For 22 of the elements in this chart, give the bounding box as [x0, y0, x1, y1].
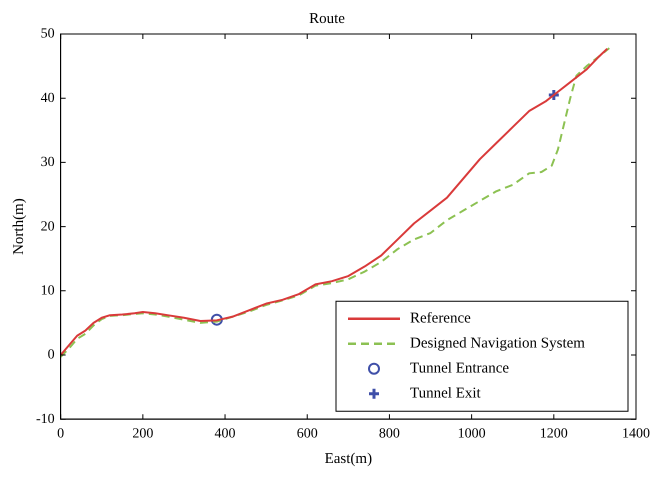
- x-tick-label: 200: [132, 426, 154, 442]
- x-axis-title: East(m): [324, 450, 372, 467]
- x-tick-label: 1200: [540, 426, 568, 442]
- y-tick-label: 20: [40, 219, 55, 234]
- y-tick-label: 0: [48, 348, 55, 363]
- legend-label: Reference: [410, 310, 472, 327]
- legend-label: Tunnel Entrance: [410, 360, 510, 377]
- y-tick-label: 40: [40, 90, 55, 106]
- chart-title: Route: [309, 10, 346, 27]
- legend-label: Tunnel Exit: [410, 386, 482, 402]
- x-tick-label: 1400: [622, 426, 650, 442]
- y-tick-label: -10: [36, 412, 55, 427]
- y-tick-label: 30: [40, 155, 55, 170]
- y-axis-title: North(m): [10, 198, 27, 255]
- x-tick-label: 400: [214, 426, 236, 442]
- legend-label: Designed Navigation System: [410, 336, 586, 352]
- x-tick-label: 800: [378, 426, 400, 442]
- x-tick-label: 1000: [458, 426, 486, 442]
- x-tick-label: 0: [57, 426, 64, 442]
- y-tick-label: 50: [40, 26, 55, 42]
- x-tick-label: 600: [296, 426, 318, 442]
- y-tick-label: 10: [40, 283, 55, 298]
